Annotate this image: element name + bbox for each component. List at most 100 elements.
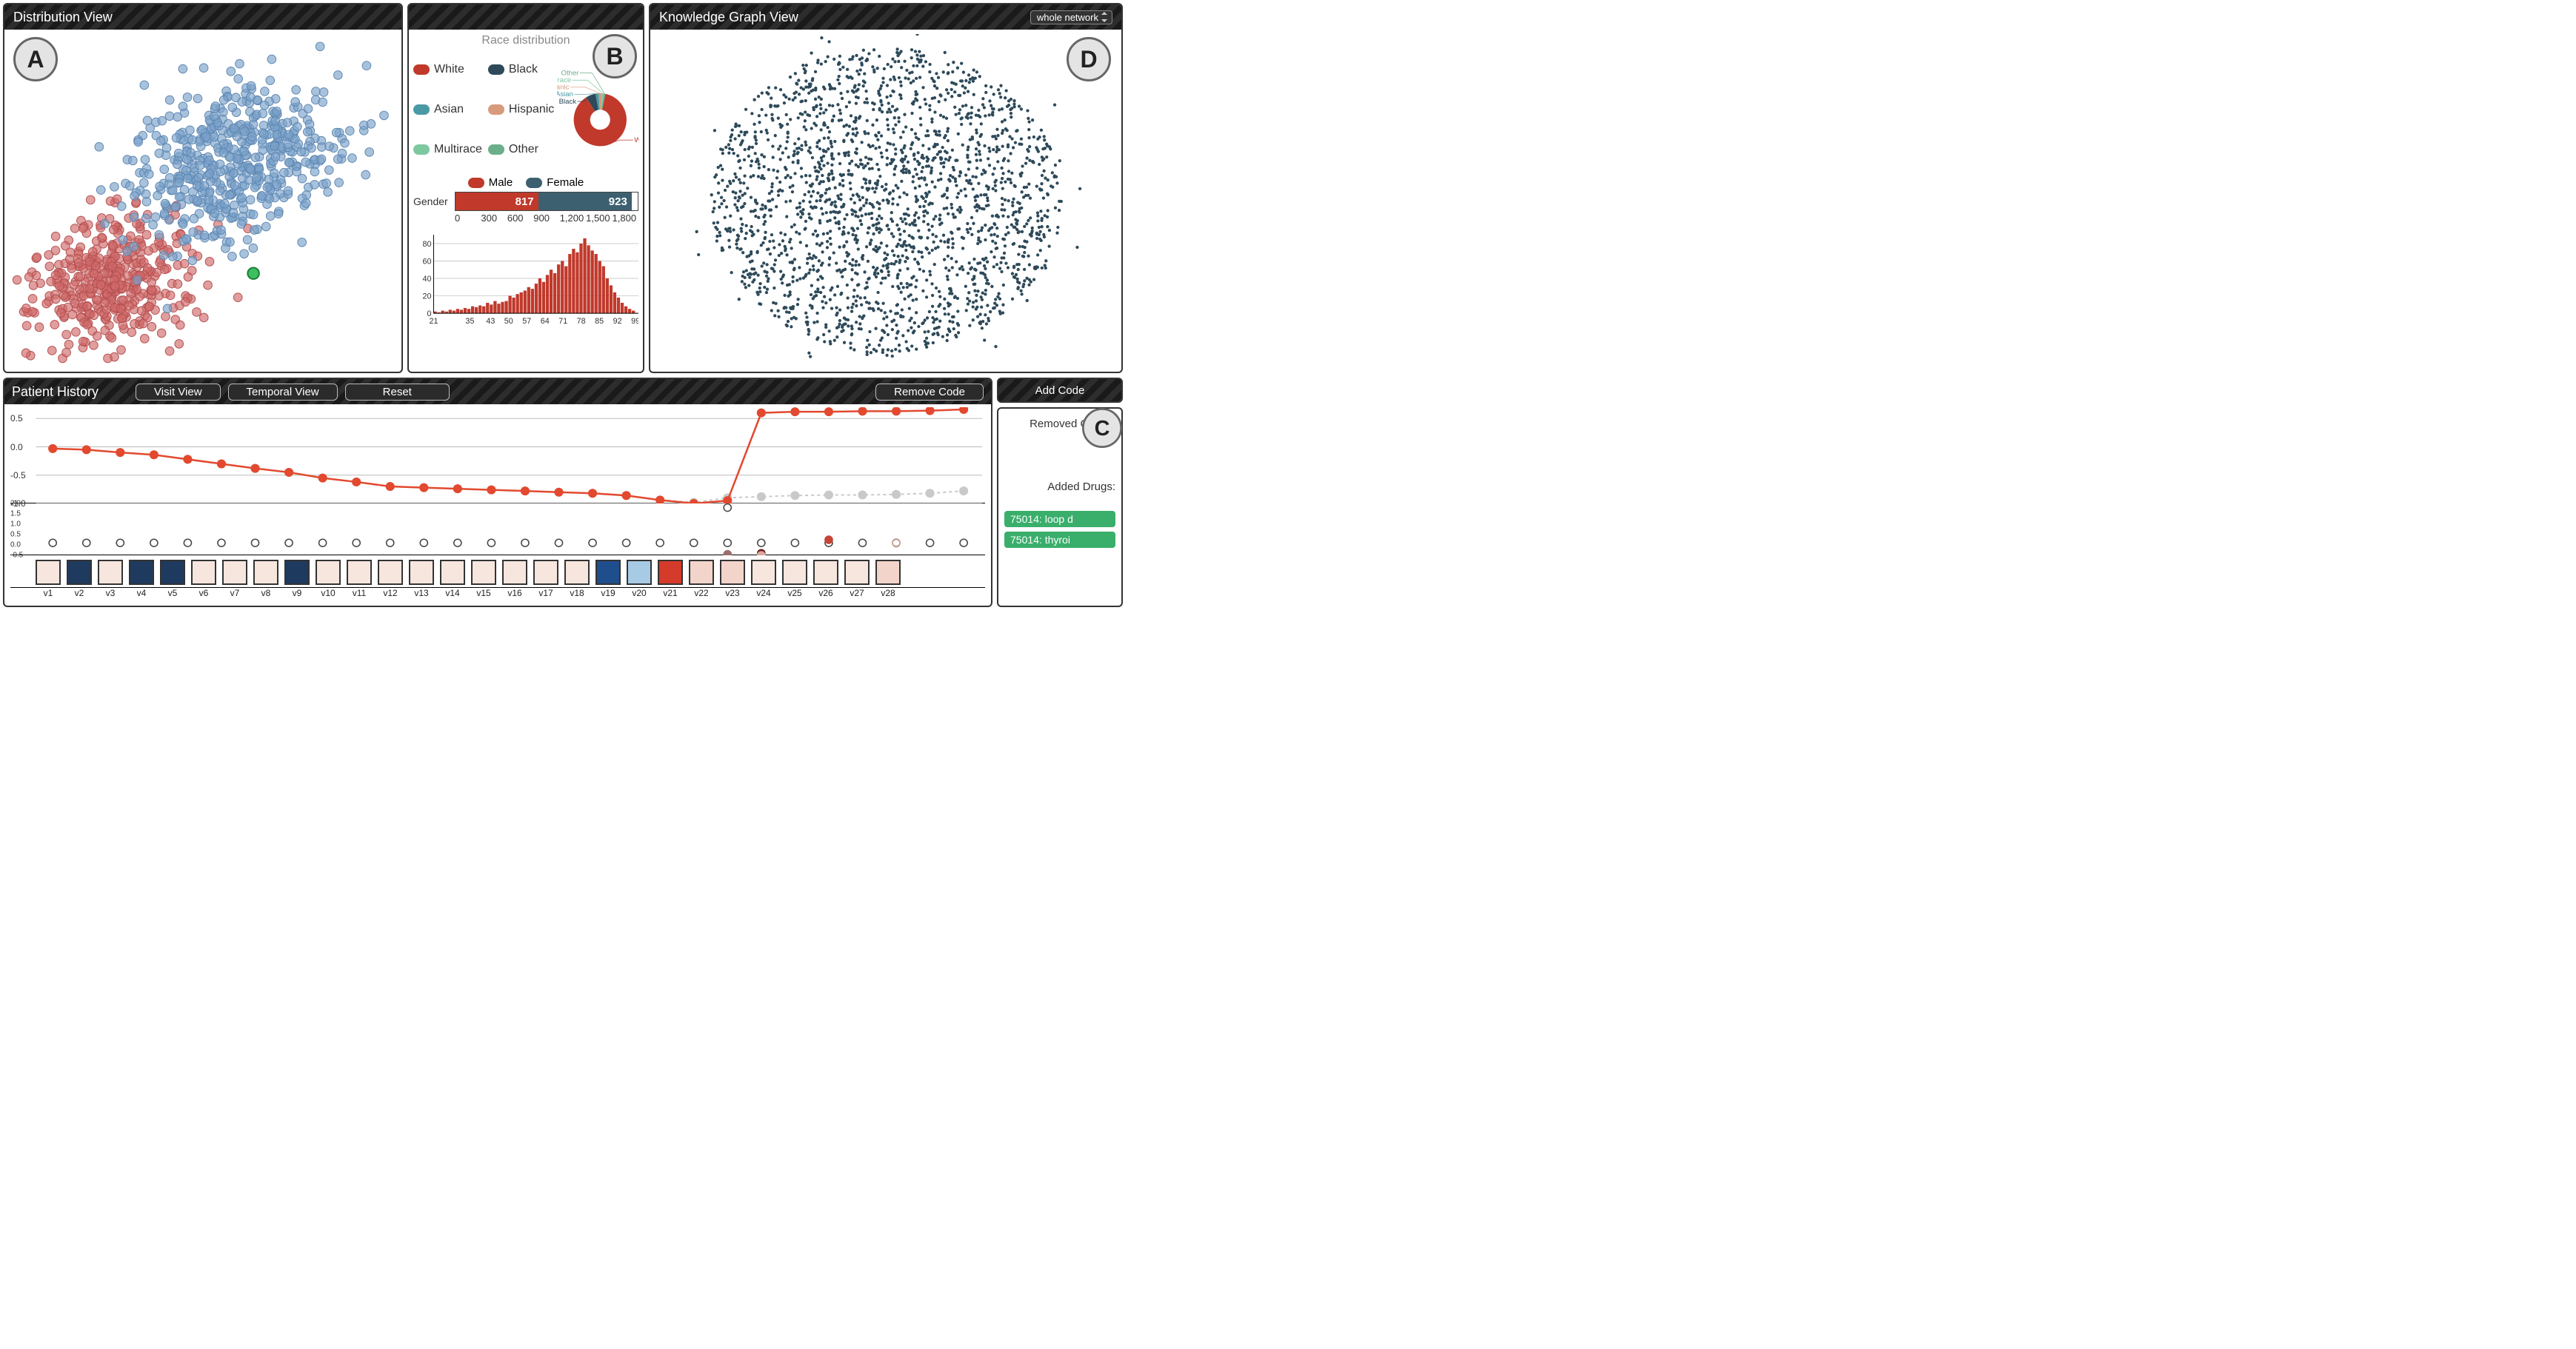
visit-square[interactable] — [378, 560, 403, 585]
visit-square[interactable] — [129, 560, 154, 585]
visit-square[interactable] — [658, 560, 683, 585]
distribution-scatter — [9, 34, 397, 367]
gender-legend: MaleFemale — [413, 176, 638, 189]
visit-label: v23 — [720, 588, 745, 598]
knowledge-network — [655, 34, 1117, 367]
visit-square[interactable] — [471, 560, 496, 585]
race-legend-item: Other — [488, 130, 554, 169]
visit-label: v6 — [191, 588, 216, 598]
visit-label: v27 — [844, 588, 870, 598]
visit-label: v7 — [222, 588, 247, 598]
svg-text:78: 78 — [577, 317, 586, 326]
gender-bar: Gender 817923 — [413, 192, 638, 211]
age-histogram: 0204060802135435057647178859299 — [413, 231, 638, 327]
visit-label: v21 — [658, 588, 683, 598]
reset-button[interactable]: Reset — [345, 384, 450, 401]
svg-text:57: 57 — [522, 317, 531, 326]
badge-d: D — [1067, 37, 1111, 81]
visit-square[interactable] — [595, 560, 621, 585]
race-legend-item: Black — [488, 50, 554, 89]
added-drugs-label: Added Drugs: — [1004, 481, 1115, 493]
visit-label: v25 — [782, 588, 807, 598]
gender-bar-label: Gender — [413, 195, 455, 207]
visit-label: v2 — [67, 588, 92, 598]
visit-label: v10 — [316, 588, 341, 598]
svg-text:60: 60 — [423, 257, 432, 266]
add-code-button[interactable]: Add Code — [1032, 383, 1088, 398]
visit-square[interactable] — [253, 560, 278, 585]
visit-square[interactable] — [782, 560, 807, 585]
visit-square[interactable] — [502, 560, 527, 585]
remove-code-button[interactable]: Remove Code — [875, 384, 984, 401]
panel-a-title: Distribution View — [13, 10, 113, 25]
added-drug-tag[interactable]: 75014: thyroi — [1004, 532, 1115, 548]
visit-label: v11 — [347, 588, 372, 598]
race-legend-item: Hispanic — [488, 90, 554, 129]
svg-text:50: 50 — [504, 317, 513, 326]
visit-square[interactable] — [36, 560, 61, 585]
visit-label: v13 — [409, 588, 434, 598]
network-scope-dropdown[interactable]: whole network — [1030, 10, 1112, 24]
svg-text:20: 20 — [423, 292, 432, 301]
visit-label: v26 — [813, 588, 838, 598]
visit-label: v12 — [378, 588, 403, 598]
visit-label: v24 — [751, 588, 776, 598]
code-side-panel: C Removed Codes: Added Drugs: 75014: loo… — [997, 407, 1123, 607]
visit-view-button[interactable]: Visit View — [136, 384, 220, 401]
svg-text:21: 21 — [429, 317, 438, 326]
svg-text:Black: Black — [559, 98, 577, 106]
visit-row: v1v2v3v4v5v6v7v8v9v10v11v12v13v14v15v16v… — [10, 555, 985, 600]
visit-square[interactable] — [316, 560, 341, 585]
svg-text:71: 71 — [558, 317, 567, 326]
visit-square[interactable] — [844, 560, 870, 585]
visit-square[interactable] — [160, 560, 185, 585]
race-legend-item: Multirace — [413, 130, 482, 169]
visit-square[interactable] — [284, 560, 310, 585]
visit-square[interactable] — [720, 560, 745, 585]
added-drug-tag[interactable]: 75014: loop d — [1004, 511, 1115, 527]
gender-axis: 03006009001,2001,5001,800 — [455, 212, 638, 224]
visit-square[interactable] — [347, 560, 372, 585]
visit-square[interactable] — [627, 560, 652, 585]
visit-square[interactable] — [409, 560, 434, 585]
svg-text:80: 80 — [423, 240, 432, 249]
risk-line-chart: -1.0-0.50.00.5 — [10, 407, 985, 503]
visit-square[interactable] — [222, 560, 247, 585]
visit-label: v9 — [284, 588, 310, 598]
badge-b: B — [593, 34, 637, 78]
demographics-panel: B Race distribution WhiteBlackAsianHispa… — [407, 3, 644, 373]
visit-square[interactable] — [98, 560, 123, 585]
visit-square[interactable] — [751, 560, 776, 585]
visit-square[interactable] — [875, 560, 901, 585]
race-legend-item: Asian — [413, 90, 482, 129]
visit-square[interactable] — [440, 560, 465, 585]
visit-label: v18 — [564, 588, 590, 598]
visit-label: v20 — [627, 588, 652, 598]
visit-square[interactable] — [689, 560, 714, 585]
visit-square[interactable] — [564, 560, 590, 585]
visit-label: v17 — [533, 588, 558, 598]
temporal-view-button[interactable]: Temporal View — [228, 384, 338, 401]
svg-text:43: 43 — [486, 317, 495, 326]
badge-a: A — [13, 37, 58, 81]
visit-label: v1 — [36, 588, 61, 598]
visit-label: v8 — [253, 588, 278, 598]
race-legend: WhiteBlackAsianHispanicMultiraceOther — [413, 50, 554, 169]
visit-label: v28 — [875, 588, 901, 598]
panel-c-title: Patient History — [12, 384, 99, 400]
visit-square[interactable] — [813, 560, 838, 585]
svg-text:64: 64 — [541, 317, 550, 326]
visit-label: v5 — [160, 588, 185, 598]
visit-square[interactable] — [533, 560, 558, 585]
panel-d-title: Knowledge Graph View — [659, 10, 798, 25]
visit-square[interactable] — [67, 560, 92, 585]
svg-text:99: 99 — [631, 317, 638, 326]
visit-square[interactable] — [191, 560, 216, 585]
contribution-scatter: -0.50.00.51.01.52.0 — [10, 503, 985, 555]
svg-text:White: White — [635, 136, 638, 144]
visit-label: v16 — [502, 588, 527, 598]
distribution-view-panel: Distribution View A — [3, 3, 403, 373]
patient-history-panel: Patient History Visit View Temporal View… — [3, 378, 992, 607]
svg-text:85: 85 — [595, 317, 604, 326]
visit-label: v15 — [471, 588, 496, 598]
